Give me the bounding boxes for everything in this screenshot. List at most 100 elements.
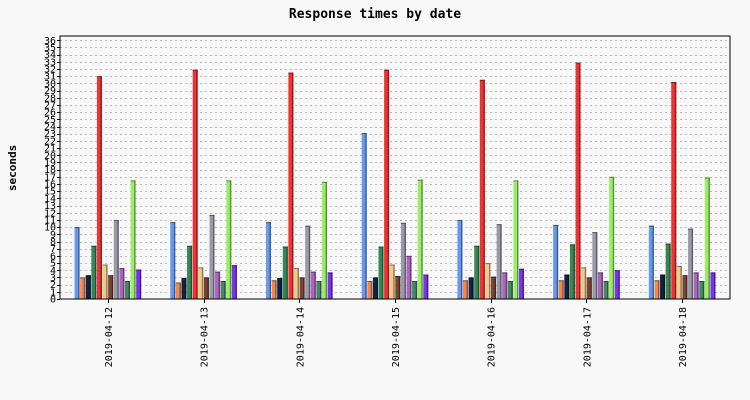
bar [288,72,294,299]
plot-frame [59,35,731,300]
bar-shade [207,277,209,299]
bar-top [203,277,209,279]
bar-body [80,277,86,299]
bar-body [384,69,390,299]
bar [327,272,333,299]
bar [321,181,327,299]
bar [513,180,519,299]
bar-shade [579,62,581,299]
bar-top [181,278,187,280]
bar [457,219,463,299]
bar-shade [489,263,491,299]
bar-top [231,265,237,267]
bar-body [457,219,463,299]
bar-shade [173,222,176,299]
bar-shade [213,214,215,299]
bar-body [192,69,198,299]
bar-shade [607,281,609,299]
bar [372,277,378,299]
bar [74,227,80,299]
bar-top [130,180,136,182]
bar [491,276,497,299]
bar-top [654,280,660,282]
bar-shade [325,181,327,299]
bar-shade [410,255,412,299]
y-tick-label: 36 [44,36,56,47]
bar-shade [573,244,575,299]
bar-top [614,270,620,272]
bars [74,62,716,299]
x-tick-label: 2019-04-16 [487,307,498,367]
bar-shade [567,274,570,299]
bar-body [682,275,688,299]
bar [102,264,108,299]
y-tick-label: 5 [50,259,56,270]
bar-shade [691,228,694,299]
bar-top [575,62,581,64]
bar [400,222,406,299]
y-tick-label: 12 [44,208,56,219]
bar-body [265,222,271,299]
bar-top [491,276,497,278]
bar-shade [505,272,508,299]
bar-top [327,272,333,274]
bar-top [671,81,677,83]
bar-shade [224,281,226,299]
x-tick-label: 2019-04-17 [582,307,593,367]
bar-shade [297,268,299,299]
bar-shade [517,180,519,299]
bar-shade [218,271,221,299]
bar-top [513,180,519,182]
y-tick-label: 22 [44,136,56,147]
bar-shade [89,275,91,299]
bar-body [198,267,204,299]
bar-body [119,268,125,299]
bar-shade [714,272,716,299]
bar-body [96,76,102,299]
bar-top [192,69,198,71]
y-tick-label: 17 [44,172,56,183]
bar-body [507,281,513,299]
bar-top [564,274,570,276]
bar [485,263,491,299]
bar-shade [612,176,615,299]
bar [119,268,125,299]
bar-top [288,72,294,74]
bar-body [502,272,508,299]
bar-body [665,243,671,299]
bar-shade [658,280,660,299]
bar [175,282,181,299]
x-tick-label: 2019-04-14 [295,307,306,367]
bar-top [676,265,682,267]
bar-top [74,227,80,229]
y-tick-label: 24 [44,122,56,133]
y-tick-label: 4 [50,266,56,277]
bar [592,232,598,299]
bar-shade [94,245,97,299]
bar-shade [674,81,677,299]
bar-top [170,222,176,224]
bar-shade [708,177,710,299]
y-tick-label: 28 [44,93,56,104]
bar-body [468,277,474,299]
y-tick-label: 26 [44,108,56,119]
y-tick-label: 25 [44,115,56,126]
bar-shade [308,225,311,299]
bar [310,271,316,299]
bar-top [395,276,401,278]
bar-body [367,281,373,299]
bar [361,133,367,299]
bar-body [553,224,559,299]
y-tick-label: 29 [44,86,56,97]
bar-shade [139,269,142,299]
bar-body [496,224,502,299]
bar-body [592,232,598,299]
bar-top [124,281,130,283]
bar-shade [398,276,401,299]
bar-body [704,177,710,299]
bar-body [586,277,592,299]
bar-top [91,245,97,247]
bar-body [310,271,316,299]
bar [648,225,654,299]
